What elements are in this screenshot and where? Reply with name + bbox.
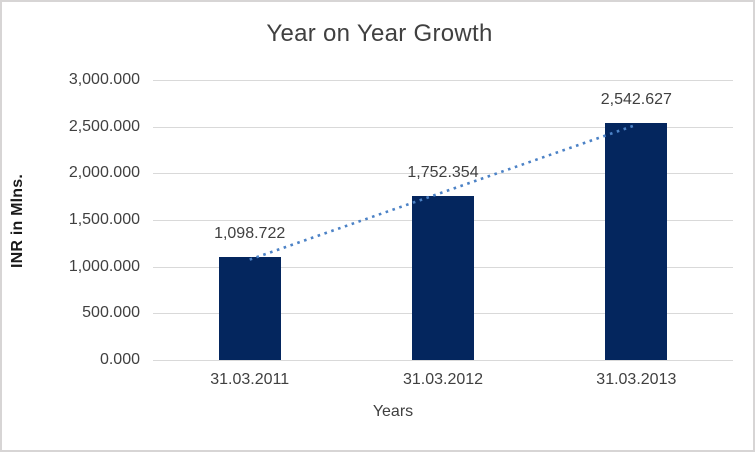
y-tick-label: 1,000.000 bbox=[68, 257, 140, 275]
y-tick-label: 0.000 bbox=[99, 351, 140, 368]
bar-value-label: 2,542.627 bbox=[600, 90, 672, 108]
x-tick-label: 31.03.2013 bbox=[596, 371, 677, 388]
y-tick-label: 3,000.000 bbox=[68, 71, 140, 88]
bar-value-label: 1,752.354 bbox=[407, 164, 479, 182]
bar-value-label: 1,098.722 bbox=[214, 225, 286, 243]
bar-31.03.2012 bbox=[412, 196, 474, 360]
chart-title: Year on Year Growth bbox=[266, 20, 493, 47]
x-tick-label: 31.03.2011 bbox=[210, 371, 290, 388]
x-axis-title: Years bbox=[372, 403, 414, 420]
y-tick-label: 2,000.000 bbox=[68, 164, 140, 182]
y-gridline bbox=[153, 360, 733, 361]
y-tick-label: 500.000 bbox=[82, 304, 140, 322]
bar-31.03.2013 bbox=[605, 122, 668, 360]
x-tick-label: 31.03.2012 bbox=[402, 371, 484, 388]
y-axis-title: INR in Mlns. bbox=[9, 174, 26, 268]
y-tick-label: 2,500.000 bbox=[68, 117, 140, 135]
y-tick-label: 1,500.000 bbox=[68, 211, 140, 228]
y-gridline bbox=[153, 80, 733, 81]
bar-31.03.2011 bbox=[218, 257, 281, 360]
